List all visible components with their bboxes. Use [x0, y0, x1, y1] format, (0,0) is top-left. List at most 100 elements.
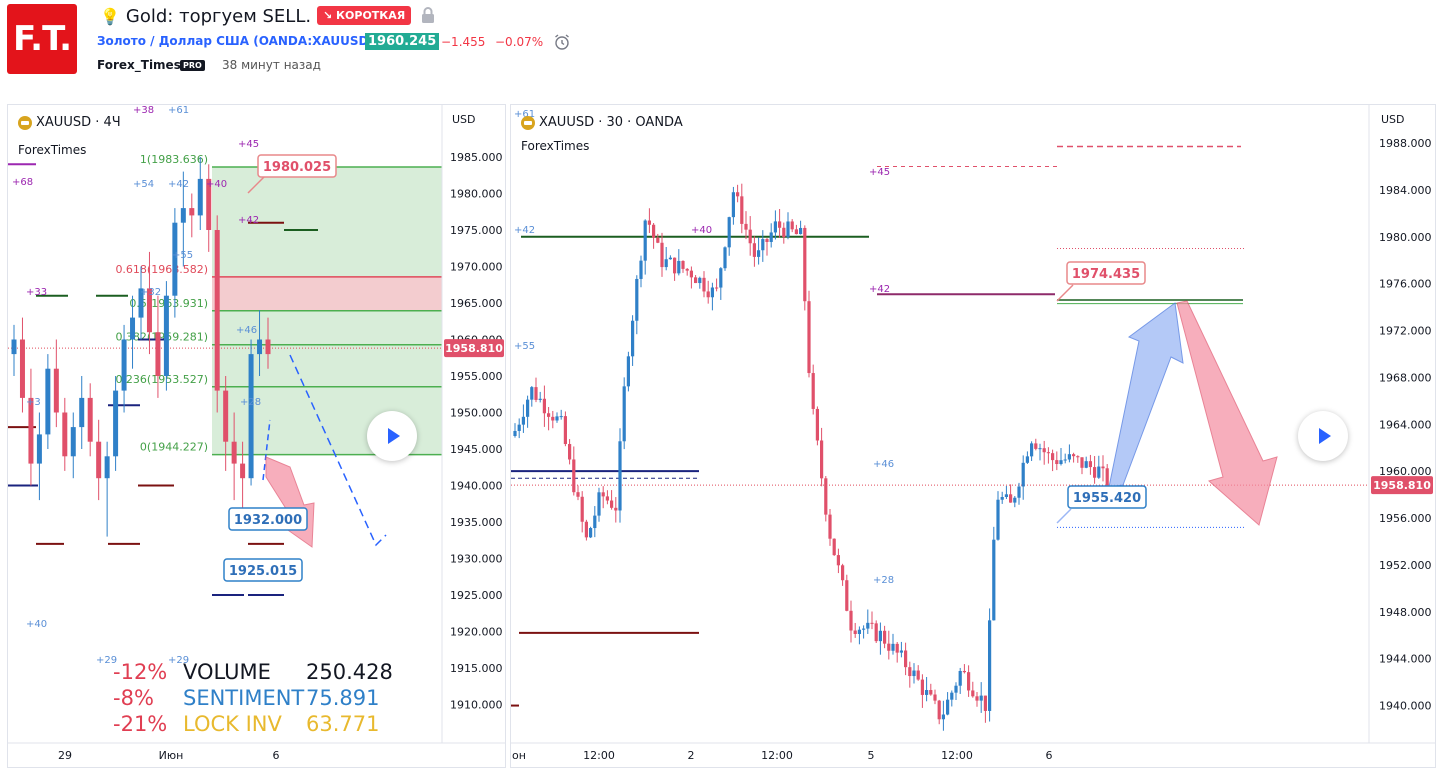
y-tick-label: 1976.000 — [1379, 278, 1432, 291]
candle-body — [1093, 467, 1097, 478]
idea-header: F.T. 💡 Gold: торгуем SELL. ↘ КОРОТКАЯ Зол… — [0, 0, 1442, 100]
candle-body — [920, 679, 924, 695]
chart-4h-pane[interactable]: 1(1983.636)0.618(1968.582)0.5(1963.931)0… — [7, 104, 506, 768]
author-logo[interactable]: F.T. — [7, 4, 77, 74]
gold-coin-icon — [521, 115, 535, 130]
fib-label: 0(1944.227) — [140, 441, 208, 454]
candle-body — [1025, 456, 1029, 463]
candle-body — [1067, 454, 1071, 460]
candle-body — [954, 685, 958, 693]
candle-body — [597, 492, 601, 516]
candle-body — [937, 700, 941, 720]
level-tag: +29 — [168, 655, 189, 666]
fib-label: 0.618(1968.582) — [115, 263, 208, 276]
candle-body — [635, 278, 639, 321]
y-tick-label: 1960.000 — [1379, 465, 1432, 478]
candle-body — [36, 434, 42, 464]
author-name[interactable]: Forex_Times — [97, 58, 181, 72]
alarm-clock-icon[interactable] — [553, 33, 571, 51]
projection-path — [262, 419, 271, 481]
y-tick-label: 1955.000 — [450, 370, 503, 383]
candle-body — [815, 408, 819, 441]
play-button[interactable] — [367, 411, 417, 461]
y-tick-label: 1925.000 — [450, 589, 503, 602]
candle-body — [189, 208, 195, 216]
pro-badge: PRO — [180, 60, 205, 71]
candle-body — [719, 268, 723, 288]
candle-body — [639, 260, 643, 279]
lock-icon — [422, 7, 434, 23]
symbol-link[interactable]: Золото / Доллар США (OANDA:XAUUSD) — [97, 34, 374, 48]
candle-body — [870, 622, 874, 624]
candle-body — [925, 690, 929, 695]
candle-body — [673, 257, 677, 274]
candle-body — [664, 259, 668, 268]
candle-body — [878, 630, 882, 642]
y-tick-label: 1956.000 — [1379, 512, 1432, 525]
current-price-box — [1371, 476, 1433, 495]
candle-body — [1055, 460, 1059, 465]
callout-1925: 1925.015 — [229, 564, 297, 579]
candle-body — [647, 220, 651, 225]
level-tag: +38 — [133, 105, 154, 116]
play-button[interactable] — [1298, 411, 1348, 461]
candle-body — [1105, 468, 1109, 495]
fib-label: 0.236(1953.527) — [115, 373, 208, 386]
candle-body — [950, 692, 954, 700]
candle-body — [19, 339, 25, 398]
fib-label: 1(1983.636) — [140, 153, 208, 166]
candle-body — [572, 459, 576, 493]
candle-body — [689, 270, 693, 278]
level-tag: +28 — [240, 397, 261, 408]
stat-value: 250.428 — [306, 660, 393, 684]
candle-body — [87, 397, 93, 442]
y-tick-label: 1980.000 — [450, 188, 503, 201]
candle-body — [53, 368, 59, 413]
current-price-label: 1958.810 — [1373, 479, 1431, 492]
candle-body — [996, 499, 1000, 540]
candle-body — [807, 301, 811, 374]
candle-body — [1046, 452, 1050, 454]
candle-body — [668, 257, 672, 260]
sell-arrow — [1176, 300, 1278, 526]
candle-body — [1000, 496, 1004, 500]
candle-body — [11, 339, 17, 355]
x-tick-label: 6 — [1046, 749, 1053, 762]
candle-body — [757, 250, 761, 257]
price-change: −1.455 — [441, 35, 486, 49]
chart-30m-pane[interactable]: 1988.000 1984.000 1980.000 1976.000 1972.000… — [510, 104, 1436, 768]
y-tick-label: 1980.000 — [1379, 231, 1432, 244]
candle-body — [1017, 486, 1021, 498]
candle-body — [681, 260, 685, 269]
last-price: 1960.245 — [365, 33, 440, 50]
candle-body — [265, 339, 271, 355]
candle-body — [1038, 448, 1042, 450]
candle-body — [163, 295, 169, 376]
candle-body — [740, 196, 744, 224]
level-tag: +28 — [873, 575, 894, 586]
candle-body — [799, 227, 803, 235]
play-icon — [388, 428, 400, 444]
x-tick-label: 2 — [688, 749, 695, 762]
y-tick-label: 1940.000 — [450, 480, 503, 493]
candle-body — [857, 629, 861, 634]
idea-title: 💡 Gold: торгуем SELL. — [100, 6, 312, 27]
chart-4h-canvas[interactable]: 1(1983.636)0.618(1968.582)0.5(1963.931)0… — [8, 105, 506, 768]
candle-body — [538, 398, 542, 400]
candle-body — [1004, 494, 1008, 497]
candle-body — [589, 528, 593, 538]
candle-body — [1072, 454, 1076, 457]
candle-body — [614, 507, 618, 511]
candle-body — [967, 672, 971, 691]
indicator-name: ForexTimes — [521, 139, 590, 153]
candle-body — [223, 390, 229, 442]
x-tick-label: 29 — [58, 749, 72, 762]
current-price-label: 1958.810 — [445, 342, 503, 355]
chart-30m-canvas[interactable]: 1988.000 1984.000 1980.000 1976.000 1972.000… — [511, 105, 1436, 768]
callout-1932: 1932.000 — [234, 513, 302, 528]
y-tick-label: 1940.000 — [1379, 700, 1432, 713]
candle-body — [685, 268, 689, 271]
callout-1974: 1974.435 — [1072, 267, 1140, 282]
callout-1980: 1980.025 — [263, 160, 331, 175]
candle-body — [731, 192, 735, 218]
